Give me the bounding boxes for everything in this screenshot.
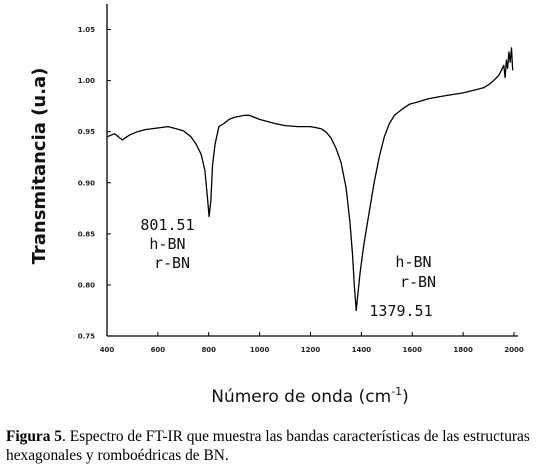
x-axis-label-superscript: -1 <box>391 385 402 398</box>
axes <box>106 4 518 337</box>
x-tick-label: 1400 <box>352 346 372 354</box>
x-tick-label: 400 <box>100 346 115 354</box>
y-tick-label: 1.05 <box>78 26 95 34</box>
figure-caption: Figura 5. Espectro de FT-IR que muestra … <box>6 427 546 465</box>
x-tick-label: 2000 <box>504 346 524 354</box>
caption-label: Figura 5 <box>6 428 63 445</box>
x-ticks: 400 600 800 1000 1200 1400 1600 1800 2000 <box>100 332 524 354</box>
y-tick-label: 0.80 <box>78 281 95 289</box>
x-tick-label: 800 <box>201 346 216 354</box>
y-ticks: 0.75 0.80 0.85 0.90 0.95 1.00 1.05 <box>78 26 111 341</box>
y-tick-label: 0.95 <box>78 128 95 136</box>
y-axis-label: Transmitancia (u.a) <box>29 68 50 265</box>
y-tick-label: 0.75 <box>78 333 95 341</box>
peak-label-1379-phases: h-BN r-BN <box>395 253 440 291</box>
y-tick-label: 0.90 <box>78 179 95 187</box>
peak-label-1379: 1379.51 <box>369 302 432 320</box>
x-tick-label: 600 <box>151 346 166 354</box>
y-tick-label: 1.00 <box>78 77 95 85</box>
x-tick-label: 1600 <box>403 346 423 354</box>
x-axis-label: Número de onda (cm-1) <box>211 385 409 407</box>
caption-text: . Espectro de FT-IR que muestra las band… <box>6 428 530 464</box>
x-tick-label: 1200 <box>301 346 321 354</box>
y-tick-label: 0.85 <box>78 230 95 238</box>
x-tick-label: 1800 <box>453 346 473 354</box>
peak-annotations: 801.51 h-BN r-BN h-BN r-BN 1379.51 <box>140 216 440 320</box>
x-tick-label: 1000 <box>250 346 270 354</box>
spectrum-line <box>106 47 514 312</box>
peak-label-801: 801.51 h-BN r-BN <box>140 216 203 272</box>
